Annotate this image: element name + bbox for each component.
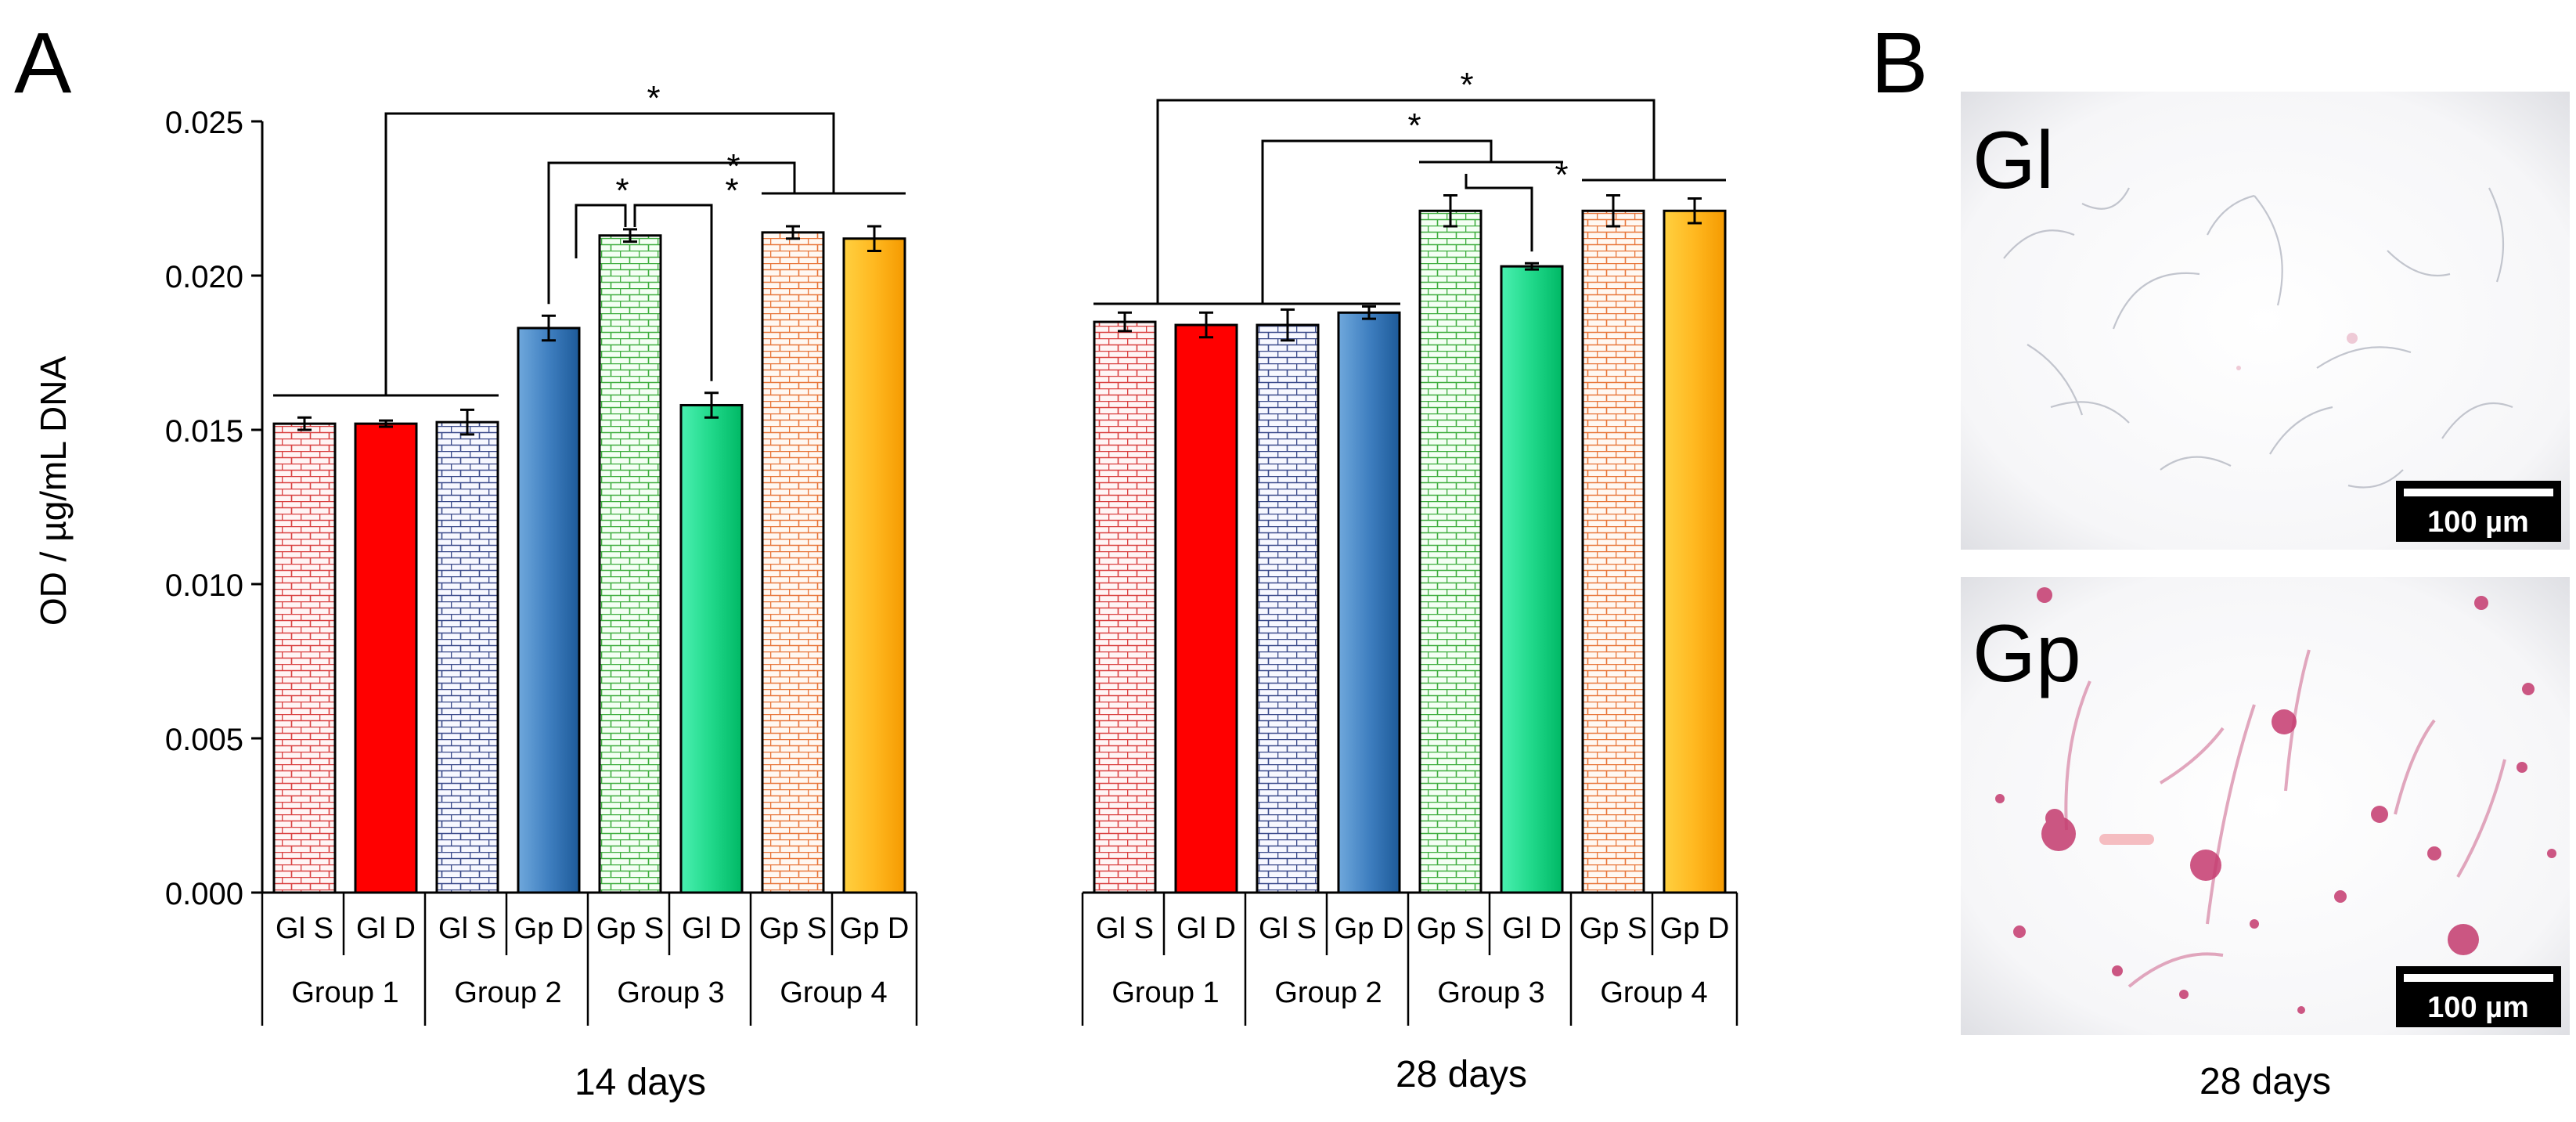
scale-bar-gl-line	[2404, 489, 2553, 496]
x-tick-label: Gl D	[356, 912, 416, 945]
bar	[1093, 320, 1157, 894]
y-tick-label: 0.010	[165, 568, 243, 603]
scale-bar-gp-text: 100 µm	[2427, 991, 2529, 1024]
x-tick-label: Gp D	[1660, 912, 1730, 945]
x-tick-label: Gp S	[1417, 912, 1485, 945]
group-label: Group 4	[1600, 976, 1707, 1009]
bar	[1337, 311, 1401, 894]
significance-bracket	[1465, 174, 1533, 252]
scale-bar-gp-line	[2404, 974, 2553, 982]
group-label: Group 3	[617, 976, 724, 1009]
bar	[598, 234, 662, 894]
significance-star: *	[726, 147, 740, 186]
group-label: Group 3	[1437, 976, 1544, 1009]
micrograph-gl: Gl 100 µm	[1961, 92, 2570, 550]
stain-smear-gp	[2099, 834, 2154, 845]
stain-spots-gl	[2236, 333, 2358, 370]
group-label: Group 1	[291, 976, 398, 1009]
micrograph-gp-label: Gp	[1973, 608, 2081, 699]
x-tick-label: Gl D	[1502, 912, 1562, 945]
bar	[679, 403, 744, 894]
x-tick-label: Gl S	[1096, 912, 1154, 945]
bar	[517, 326, 581, 894]
significance-bracket	[575, 204, 627, 258]
significance-star: *	[725, 171, 738, 210]
x-tick-label: Gl S	[1259, 912, 1317, 945]
significance-bracket	[547, 161, 796, 305]
significance-bracket	[633, 204, 713, 381]
x-tick-label: Gp S	[759, 912, 827, 945]
micrograph-gl-image	[1961, 92, 2570, 550]
y-tick-label: 0.000	[165, 877, 243, 911]
bar	[1418, 209, 1483, 894]
bar	[1174, 323, 1238, 894]
y-tick-label: 0.015	[165, 414, 243, 449]
panel-b-label: B	[1871, 15, 1928, 111]
bar	[435, 420, 499, 894]
y-tick-label: 0.005	[165, 723, 243, 757]
x-tick-label: Gp S	[596, 912, 665, 945]
micrograph-gp: Gp 100 µm	[1961, 577, 2570, 1035]
x-tick-label: Gp S	[1580, 912, 1648, 945]
stain-spots-gp	[1995, 587, 2556, 1014]
cell-fibres-gp	[2064, 649, 2506, 988]
significance-star: *	[647, 79, 660, 117]
chart-28-days: Gl S Gl D Gl S Gp D Gp S Gl D Gp S Gp D Group 1 G…	[1081, 66, 1738, 1026]
micrograph-gl-label: Gl	[1973, 115, 2054, 206]
panel-a-label: A	[14, 15, 72, 111]
scale-bar-gl-text: 100 µm	[2427, 506, 2529, 539]
x-tick-label: Gl S	[276, 912, 333, 945]
bar	[842, 237, 906, 894]
y-axis-label: OD / µg/mL DNA	[33, 356, 74, 626]
bar	[1581, 209, 1645, 894]
significance-star: *	[1407, 106, 1421, 145]
x-tick-label: Gp D	[514, 912, 584, 945]
chart-title-28-days: 28 days	[1396, 1054, 1527, 1095]
y-tick-label: 0.020	[165, 260, 243, 294]
significance-bracket	[1156, 99, 1655, 304]
chart-title-14-days: 14 days	[575, 1062, 706, 1103]
bar	[1663, 209, 1727, 894]
significance-star: *	[615, 171, 629, 210]
significance-bracket	[1261, 139, 1493, 304]
group-label: Group 2	[454, 976, 561, 1009]
x-tick-label: Gl S	[438, 912, 496, 945]
bar	[761, 231, 825, 894]
chart-14-days: 0.000 0.005 0.010 0.015 0.020 0.025 Gl S Gl D Gl…	[165, 79, 918, 1026]
cell-fibres-gl	[2003, 187, 2513, 489]
micrograph-gp-image	[1961, 577, 2570, 1035]
group-label: Group 4	[780, 976, 887, 1009]
x-tick-label: Gp D	[840, 912, 910, 945]
bar	[1256, 323, 1320, 894]
bar	[354, 422, 418, 894]
group-label: Group 1	[1111, 976, 1219, 1009]
bar	[1500, 265, 1564, 894]
significance-star: *	[1460, 66, 1473, 104]
significance-bracket	[384, 112, 835, 395]
group-label: Group 2	[1274, 976, 1382, 1009]
micrographs-caption: 28 days	[2200, 1061, 2331, 1102]
x-tick-label: Gp D	[1335, 912, 1404, 945]
bar	[272, 422, 337, 894]
x-tick-label: Gl D	[1176, 912, 1236, 945]
significance-star: *	[1555, 156, 1568, 194]
y-tick-label: 0.025	[165, 106, 243, 140]
x-tick-label: Gl D	[682, 912, 741, 945]
